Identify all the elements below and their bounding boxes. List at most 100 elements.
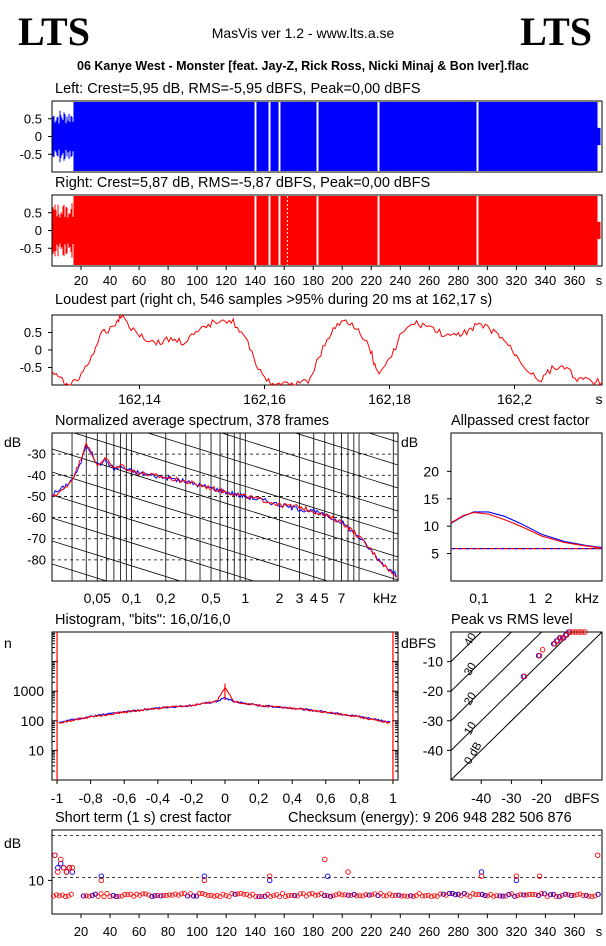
stcrest-point (342, 892, 348, 898)
histogram-xtick-label: -0,8 (79, 790, 103, 806)
stcrest-point (294, 893, 300, 899)
spectrum-slope-line (52, 563, 108, 581)
stcrest-point (509, 891, 515, 897)
allpass-right-line (450, 511, 603, 549)
stcrest-point (419, 893, 425, 899)
stcrest-point (238, 891, 244, 897)
stcrest-point (282, 894, 288, 900)
left-waveform-ytick-label: 0.5 (24, 111, 42, 126)
stcrest-point-left (408, 893, 414, 899)
stcrest-point (56, 893, 62, 899)
histogram-minor-ticks (52, 632, 398, 781)
peakrms-right-point (521, 673, 528, 680)
stcrest-point (253, 894, 259, 900)
peakrms-crest-line (451, 632, 543, 722)
peakrms-crest-line (451, 632, 513, 692)
right-waveform-xtick-label: 280 (447, 273, 469, 288)
stcrest-point (155, 892, 161, 898)
right-waveform-xtick-label: 360 (564, 273, 586, 288)
stcrest-point-left (191, 893, 197, 899)
left-waveform-signal (52, 102, 601, 171)
spectrum-xtick-label: 5 (321, 590, 329, 606)
logo-right: LTS (520, 9, 592, 54)
peakrms-right-point (567, 629, 573, 635)
peakrms-crest-line (451, 632, 482, 663)
stcrest-point (390, 893, 396, 899)
stcrest-point (470, 891, 476, 897)
histogram-xtick-label: 0,4 (282, 790, 302, 806)
stcrest-point (577, 891, 583, 897)
stcrest-point (425, 892, 431, 898)
right-waveform-title: Right: Crest=5,87 dB, RMS=-5,87 dBFS, Pe… (55, 175, 431, 191)
stcrest-point (553, 894, 559, 900)
stcrest-xtick-label: 160 (273, 924, 295, 939)
stcrest-point (134, 891, 140, 897)
stcrest-point (532, 892, 538, 898)
spectrum-slope-line (52, 494, 329, 581)
stcrest-point-left (453, 892, 459, 898)
stcrest-ylabel: dB (4, 835, 21, 851)
spectrum-ylabel: dB (4, 434, 21, 450)
peakrms-crest-label: 30 (462, 661, 479, 678)
right-waveform-xtick-label: 140 (244, 273, 266, 288)
stcrest-point (401, 893, 407, 899)
stcrest-point (473, 892, 479, 898)
stcrest-point (515, 893, 521, 899)
right-waveform-xtick-label: 320 (506, 273, 528, 288)
loudest-xtick-label: 162,16 (243, 391, 286, 407)
stcrest-point (354, 893, 360, 899)
stcrest-right-point (536, 873, 543, 879)
peakrms-right-point (560, 635, 567, 641)
right-waveform-signal (52, 196, 601, 265)
peakrms-right-point (539, 647, 546, 653)
stcrest-point (140, 891, 146, 897)
stcrest-point-left (595, 891, 601, 897)
spectrum-xtick-label: 0,2 (156, 590, 176, 606)
stcrest-point (122, 892, 128, 898)
stcrest-point (333, 892, 339, 898)
peakrms-ytick-label: -20 (423, 683, 443, 699)
right-waveform-xtick-label: 300 (477, 273, 499, 288)
stcrest-point (300, 891, 306, 897)
spectrum-xtick-label: 0,5 (201, 590, 221, 606)
stcrest-point-left (346, 892, 351, 898)
spectrum-ytick-label: -60 (27, 510, 46, 525)
stcrest-point-left (322, 893, 328, 898)
stcrest-right-point (201, 877, 208, 884)
peak-vs-rms-title: Peak vs RMS level (451, 612, 573, 628)
stcrest-point-left (292, 893, 298, 898)
peakrms-crest-label: 20 (462, 690, 479, 707)
right-waveform-xtick-label: 260 (418, 273, 440, 288)
stcrest-point (410, 894, 416, 900)
allpass-title: Allpassed crest factor (451, 413, 590, 429)
stcrest-right-point (66, 865, 73, 871)
stcrest-point (181, 891, 187, 897)
histogram-xtick-label: 0,2 (249, 790, 269, 806)
spectrum-slope-line (52, 311, 398, 419)
stcrest-point (523, 892, 529, 898)
stcrest-right-point (55, 869, 61, 875)
stcrest-point (143, 891, 149, 897)
stcrest-point-left (90, 892, 96, 898)
stcrest-point (259, 894, 265, 900)
stcrest-point (166, 892, 172, 898)
spectrum-ytick-label: -80 (27, 552, 46, 567)
stcrest-point-left (152, 893, 158, 899)
stcrest-point (98, 891, 104, 897)
stcrest-point (235, 891, 241, 897)
spectrum-xtick-label: 3 (296, 590, 304, 606)
stcrest-right-point (266, 873, 273, 879)
stcrest-point (437, 891, 443, 897)
stcrest-xtick-label: 360 (564, 924, 586, 939)
histogram-title: Histogram, "bits": 16,0/16,0 (55, 612, 231, 628)
stcrest-point (485, 893, 491, 899)
stcrest-point (369, 892, 375, 898)
spectrum-frame (51, 432, 399, 582)
peakrms-right-point (573, 629, 579, 635)
stcrest-point (226, 894, 232, 900)
stcrest-point (518, 892, 524, 898)
peakrms-ylabel: dBFS (401, 635, 436, 651)
stcrest-point (312, 892, 318, 898)
peakrms-xlabel: dBFS (564, 790, 599, 806)
stcrest-point-left (81, 893, 87, 899)
